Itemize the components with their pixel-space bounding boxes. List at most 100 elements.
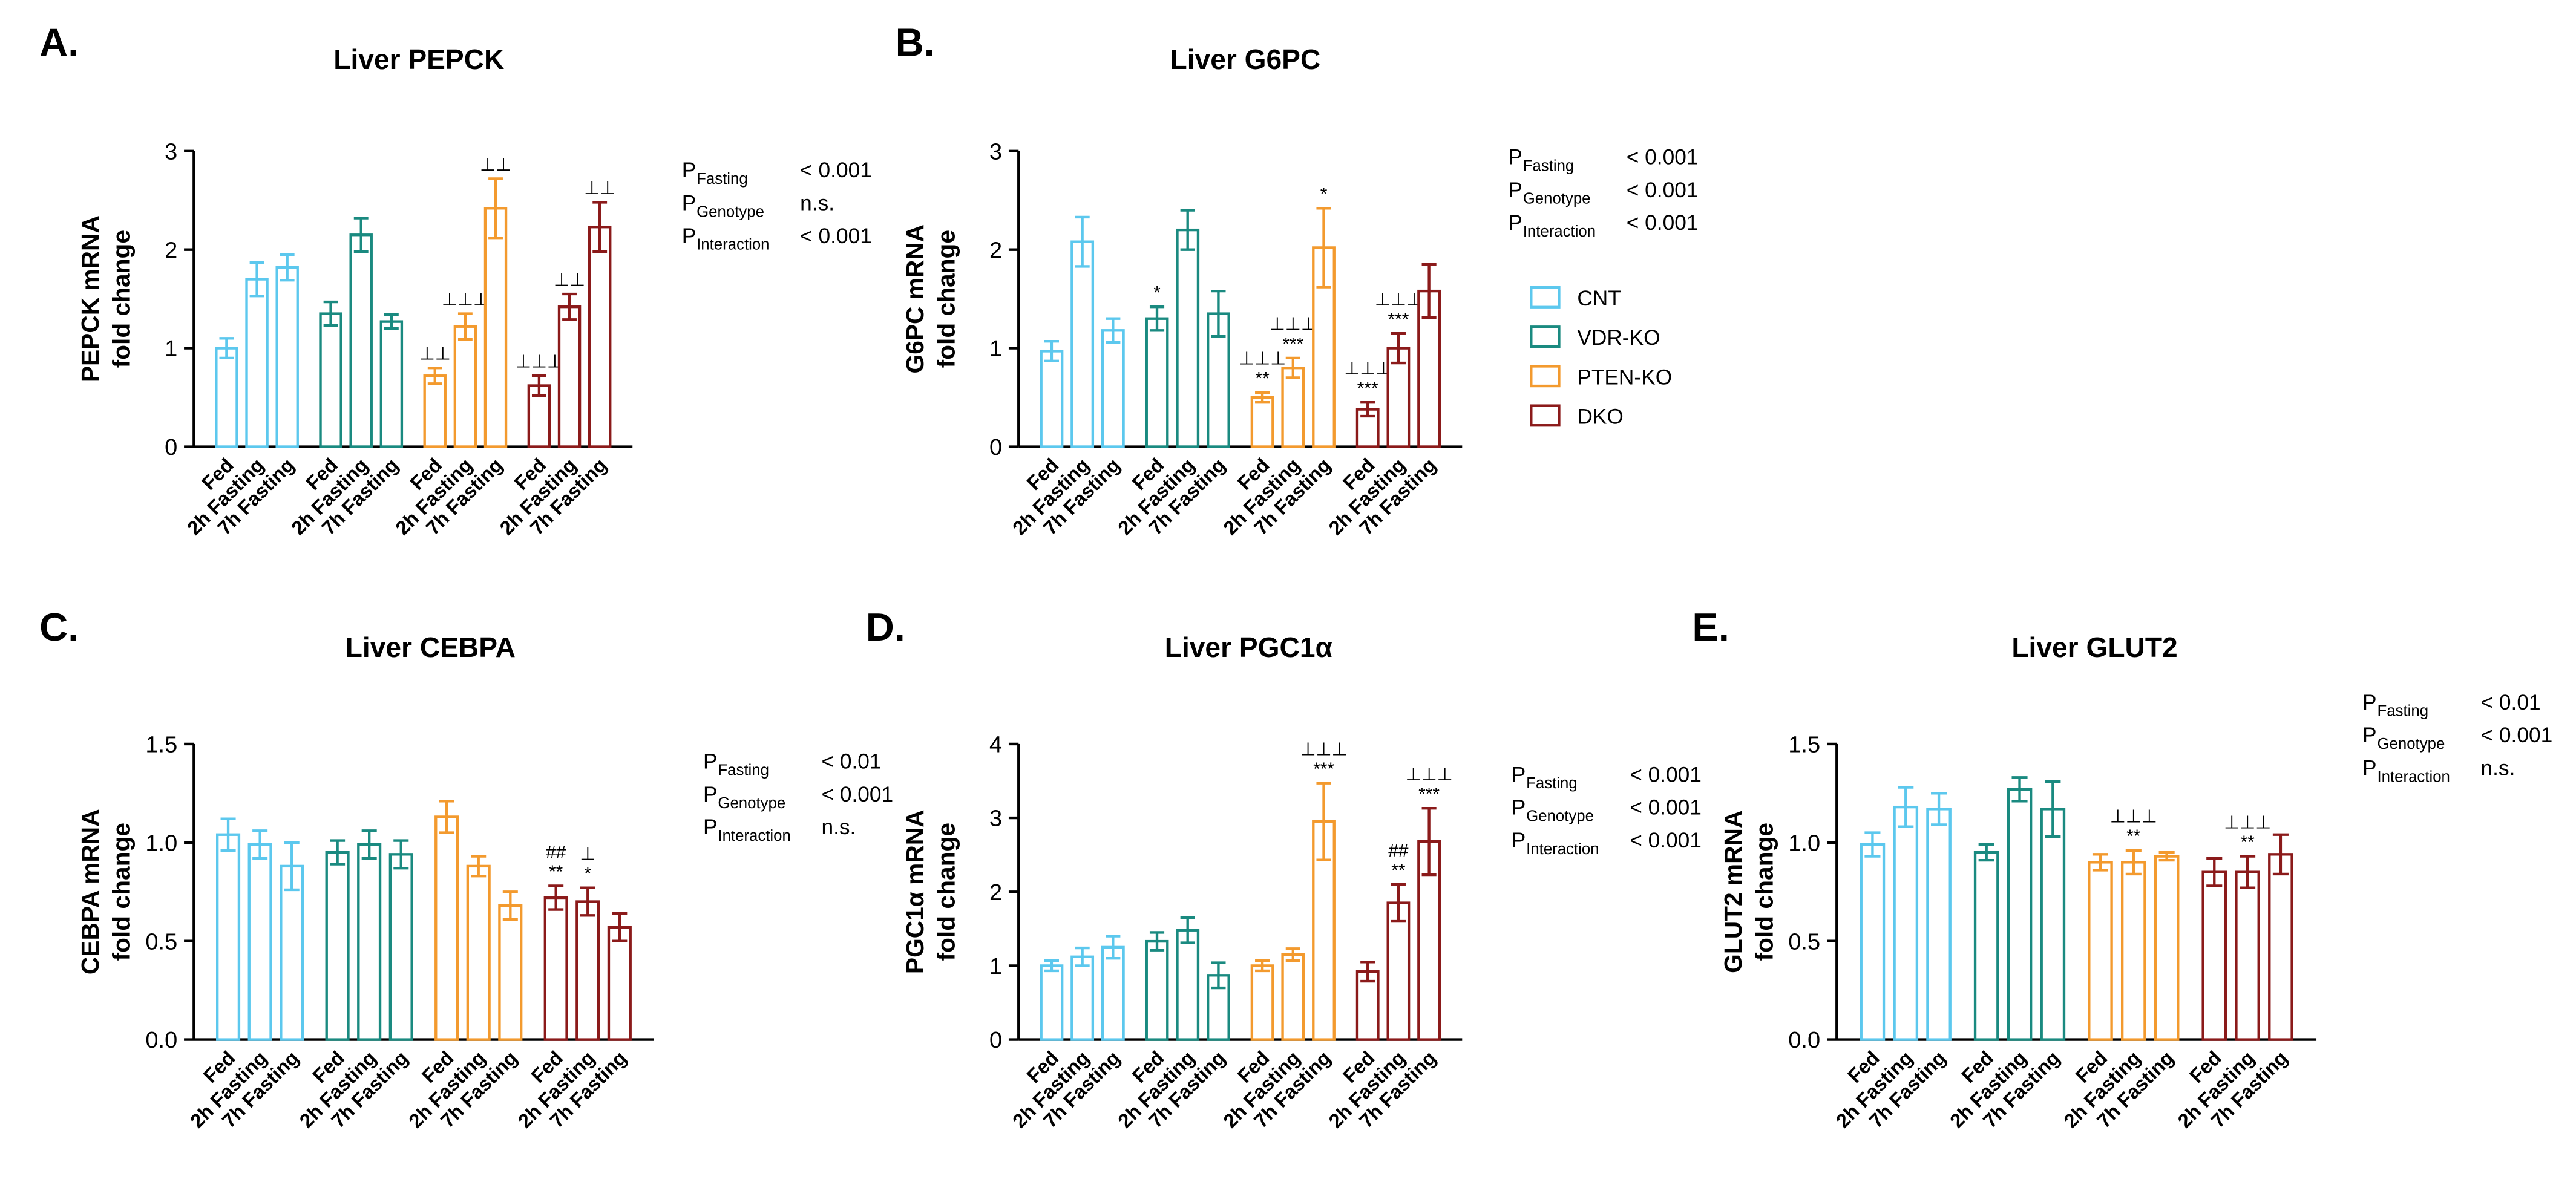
error-bar <box>1149 931 1165 952</box>
stat-name: Genotype <box>1526 808 1594 824</box>
bar <box>2007 788 2033 1041</box>
stat-name: Fasting <box>718 762 769 779</box>
stat-value: n.s. <box>821 815 856 839</box>
chart-title: Liver G6PC <box>1170 44 1321 75</box>
bar <box>2040 808 2066 1041</box>
bar <box>247 843 272 1041</box>
y-tick-label: 3 <box>165 139 177 165</box>
stat-value: < 0.001 <box>800 224 872 248</box>
error-bar <box>439 800 454 834</box>
bar <box>453 325 477 448</box>
error-bar <box>249 261 264 298</box>
error-bar <box>1106 935 1121 960</box>
error-bar <box>1285 947 1300 962</box>
y-tick-label: 4 <box>989 732 1002 757</box>
stat-symbol: P <box>682 192 696 215</box>
error-bar <box>2206 857 2223 887</box>
bar <box>1070 240 1095 448</box>
bar <box>1070 955 1095 1041</box>
bar <box>1176 929 1200 1041</box>
error-bar <box>1978 843 1994 862</box>
chart-title: Liver PGC1α <box>1165 632 1332 663</box>
error-bar <box>1316 782 1331 861</box>
significance-label: ⊥ <box>580 844 595 864</box>
legend-swatch <box>1530 404 1561 427</box>
panel-letter: A. <box>39 20 79 64</box>
y-tick-label: 0.0 <box>1788 1028 1820 1053</box>
error-bar <box>580 886 595 917</box>
error-bar <box>592 201 608 253</box>
legend-label: PTEN-KO <box>1577 365 1672 389</box>
significance-label: ** <box>549 862 563 882</box>
stat-symbol: P <box>1508 146 1522 169</box>
error-bar <box>323 300 338 327</box>
bar <box>1040 350 1064 448</box>
error-bar <box>457 312 473 341</box>
stat-symbol: P <box>2362 691 2377 714</box>
error-bar <box>361 829 377 860</box>
y-tick-label: 1 <box>989 954 1002 979</box>
stat-value: < 0.001 <box>1630 829 1702 852</box>
chart-title: Liver GLUT2 <box>2011 632 2177 663</box>
significance-label: *** <box>1388 310 1409 330</box>
significance-label: ## <box>1388 841 1409 861</box>
stat-symbol: P <box>1508 178 1522 202</box>
stat-value: < 0.001 <box>821 783 893 806</box>
bar <box>245 278 269 448</box>
bar <box>434 815 459 1041</box>
bar <box>1250 964 1274 1041</box>
y-tick-label: 1.5 <box>145 732 177 757</box>
legend-swatch <box>1530 286 1561 309</box>
y-tick-label: 3 <box>989 139 1002 165</box>
y-tick-label: 1 <box>165 336 177 362</box>
stat-name: Interaction <box>2377 768 2450 785</box>
significance-label: ⊥⊥⊥ <box>1344 359 1391 379</box>
stat-name: Genotype <box>696 203 764 220</box>
chart-title: Liver CEBPA <box>346 632 516 663</box>
y-axis-label: fold change <box>932 230 960 368</box>
y-tick-label: 1.0 <box>145 831 177 856</box>
error-bar <box>384 313 399 330</box>
error-bar <box>1211 961 1226 990</box>
y-tick-label: 3 <box>989 806 1002 832</box>
stat-value: < 0.001 <box>2481 723 2553 747</box>
stat-symbol: P <box>682 224 696 248</box>
bar <box>357 843 382 1041</box>
error-bar <box>488 177 503 240</box>
significance-label: ⊥⊥⊥ <box>1406 765 1453 785</box>
stat-name: Interaction <box>718 828 790 844</box>
bar <box>498 904 523 1041</box>
bar <box>1973 851 1999 1041</box>
significance-label: ⊥⊥⊥ <box>442 290 489 310</box>
stat-symbol: P <box>703 815 718 839</box>
significance-label: ** <box>2126 826 2141 846</box>
error-bar <box>1255 391 1270 404</box>
error-bar <box>1421 263 1437 319</box>
error-bar <box>1149 305 1165 332</box>
error-bar <box>2125 849 2142 876</box>
panel-letter: E. <box>1692 605 1729 649</box>
significance-label: ⊥⊥⊥ <box>2224 812 2271 832</box>
stat-name: Interaction <box>1523 223 1596 240</box>
legend-label: VDR-KO <box>1577 326 1660 350</box>
stat-symbol: P <box>1512 796 1526 820</box>
legend-swatch <box>1530 325 1561 348</box>
significance-label: ⊥⊥ <box>480 155 511 175</box>
stat-symbol: P <box>1512 763 1526 786</box>
significance-label: * <box>584 864 591 884</box>
bar <box>1145 939 1169 1041</box>
error-bar <box>2092 853 2109 872</box>
error-bar <box>531 374 546 397</box>
stat-value: < 0.001 <box>1630 763 1702 786</box>
y-axis-label: GLUT2 mRNA <box>1719 811 1747 973</box>
error-bar <box>2045 780 2061 838</box>
bar <box>319 312 342 448</box>
stat-name: Genotype <box>718 795 785 812</box>
stat-value: < 0.01 <box>2481 691 2541 714</box>
bar <box>215 347 238 448</box>
stat-name: Fasting <box>1523 157 1575 174</box>
significance-label: ⊥⊥ <box>554 270 585 290</box>
stat-name: Genotype <box>1523 191 1591 207</box>
bar <box>1040 964 1064 1041</box>
